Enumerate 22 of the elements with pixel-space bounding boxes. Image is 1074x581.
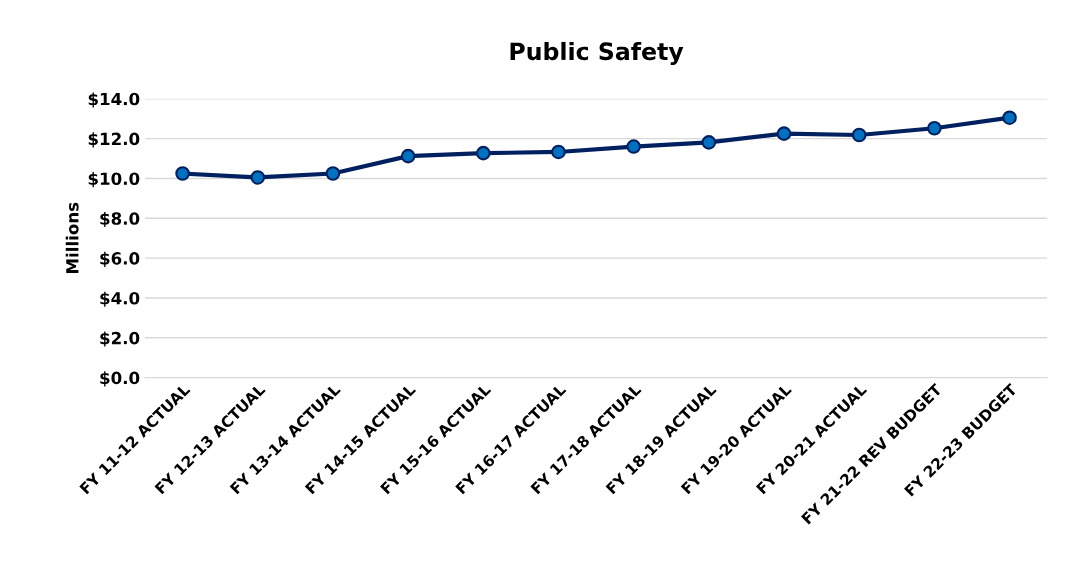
point (776, 126, 792, 141)
y-tick-label: $2.0 (100, 331, 140, 347)
chart-title: Public Safety (510, 41, 684, 65)
point (175, 166, 190, 181)
y-tick-label: $14.0 (88, 92, 140, 108)
point (400, 148, 416, 164)
y-axis-title: Millions (65, 202, 79, 274)
point (626, 139, 641, 154)
point (1002, 110, 1017, 125)
point (476, 145, 491, 161)
point (551, 144, 566, 160)
point (701, 135, 717, 150)
y-tick-label: $12.0 (88, 132, 140, 148)
y-tick-label: $8.0 (100, 211, 140, 228)
point (325, 166, 341, 181)
point (250, 170, 266, 185)
point (851, 127, 867, 143)
y-tick-label: $0.0 (100, 371, 140, 387)
y-tick-label: $4.0 (100, 291, 140, 307)
y-tick-label: $6.0 (100, 251, 140, 267)
y-tick-label: $10.0 (88, 172, 140, 188)
point (927, 120, 942, 136)
